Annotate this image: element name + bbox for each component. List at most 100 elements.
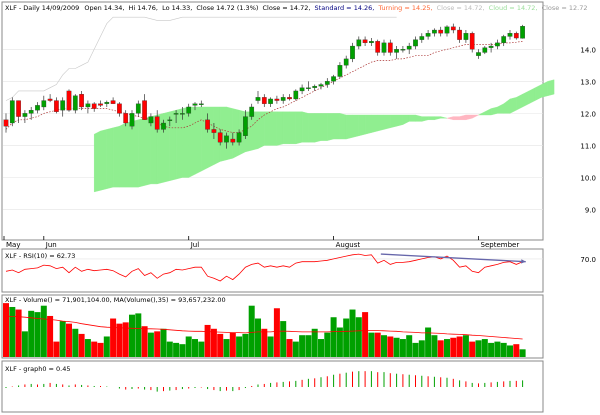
volume-bar (330, 317, 337, 357)
candle-body (41, 100, 47, 108)
candle (432, 28, 437, 37)
volume-bar (204, 324, 211, 357)
candle-body (54, 100, 59, 112)
candle-body (457, 29, 462, 40)
candle-body (337, 65, 343, 77)
volume-bar (223, 339, 230, 357)
graph0-header: XLF - graph0 = 0.45 (5, 365, 71, 373)
candle-body (469, 33, 475, 50)
candle (438, 26, 444, 37)
volume-bar (210, 328, 217, 357)
graph0-panel: XLF - graph0 = 0.45 (1, 360, 544, 413)
candle (22, 110, 28, 123)
volume-bar (488, 342, 495, 357)
candle-body (482, 47, 488, 53)
volume-bar (374, 332, 381, 357)
candle (66, 89, 72, 112)
candle-body (400, 49, 406, 51)
candle-body (520, 26, 525, 39)
candle (274, 95, 280, 104)
cloud-segment-bullish (131, 119, 139, 188)
candle (394, 46, 399, 59)
candle-body (16, 100, 21, 117)
volume-bar (3, 303, 9, 357)
volume-bar (173, 342, 180, 357)
candle (331, 74, 336, 85)
volume-bar (154, 331, 161, 357)
candle-body (224, 135, 229, 143)
volume-bar (72, 328, 79, 357)
cloud-segment-bullish (327, 113, 334, 141)
volume-bar (34, 312, 41, 357)
candle (280, 94, 286, 104)
cloud-segment-bullish (383, 114, 391, 130)
candle-body (350, 45, 355, 60)
cloud-segment-bullish (352, 114, 359, 138)
volume-bar (462, 335, 469, 357)
volume-bar (78, 333, 85, 357)
volume-ma-line (5, 315, 523, 340)
volume-bar (91, 341, 98, 357)
cloud-segment-bullish (251, 111, 259, 151)
volume-bar (40, 305, 47, 357)
volume-bar (103, 336, 110, 357)
candle (123, 110, 129, 127)
candle (476, 49, 481, 59)
candle-body (513, 33, 519, 39)
candle (180, 106, 185, 120)
candle-body (369, 41, 374, 44)
cloud-segment-bullish (314, 113, 322, 143)
candle-body (142, 100, 147, 120)
candle (324, 78, 330, 88)
candle (299, 84, 305, 95)
cloud-segment-bullish (112, 125, 120, 188)
candle (91, 102, 97, 112)
volume-bar (469, 341, 476, 357)
candle-body (85, 103, 91, 108)
candle (362, 36, 368, 47)
candle (3, 113, 9, 133)
candle (47, 94, 53, 103)
cloud-segment-bullish (320, 113, 328, 141)
candle-body (387, 42, 393, 53)
cloud-segment-bullish (194, 106, 202, 175)
volume-bar (242, 333, 249, 357)
candle (375, 39, 381, 56)
volume-bar (305, 335, 312, 357)
candle (513, 31, 519, 40)
volume-bar (116, 323, 123, 357)
cloud-segment-bullish (396, 114, 404, 127)
cloud-segment-bullish (119, 122, 126, 188)
cloud-segment-bullish (207, 106, 215, 169)
candle (211, 123, 217, 140)
candle (142, 94, 147, 120)
candle (9, 97, 15, 127)
volume-bar (393, 337, 400, 357)
candle (72, 94, 78, 114)
volume-bar (481, 339, 488, 357)
candle (249, 103, 255, 120)
candle (501, 34, 507, 47)
candle-body (343, 58, 349, 66)
volume-bar (343, 318, 350, 357)
price-y-tick-label: 13.0 (580, 78, 596, 86)
candle-body (110, 100, 116, 104)
candle (469, 31, 475, 53)
cloud-segment-bullish (106, 127, 114, 189)
candle-body (306, 87, 311, 89)
candle (293, 89, 299, 101)
candle (488, 42, 494, 53)
cloud-segment-bullish (301, 111, 309, 143)
candle-body (450, 26, 456, 31)
candle (450, 23, 456, 34)
candle (343, 55, 349, 69)
volume-bar (255, 318, 261, 357)
candle (173, 110, 179, 123)
candle-body (154, 116, 160, 130)
candle (161, 119, 166, 133)
volume-bar (135, 313, 142, 357)
candle-body (79, 93, 84, 108)
volume-bar (185, 336, 192, 357)
candle-body (324, 81, 330, 85)
